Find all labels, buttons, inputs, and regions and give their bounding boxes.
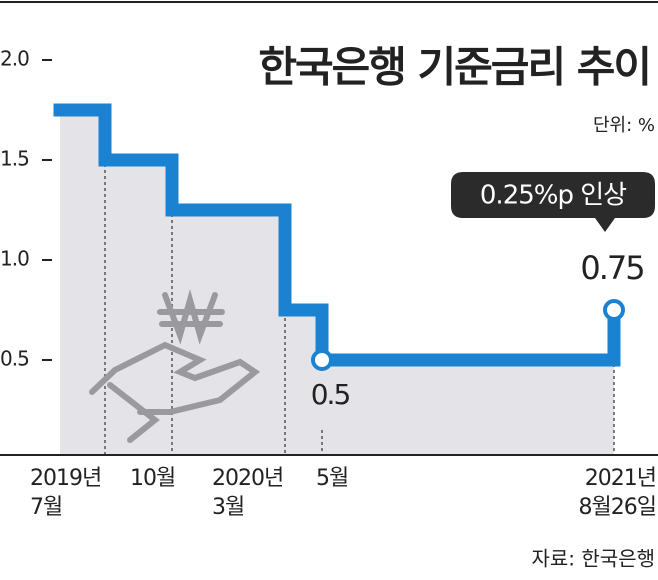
value-label: 0.5 [311,378,350,411]
chart-title: 한국은행 기준금리 추이 [258,43,650,92]
area [322,360,614,455]
y-tick-label: 1.0 [0,247,29,271]
area [172,210,285,455]
won-hand-icon [89,289,261,443]
point [311,349,333,371]
y-tick-label: 2.0 [0,47,29,71]
value-label: 0.75 [580,249,643,287]
x-tick-label: 5월 [316,466,349,491]
x-tick-label: 2020년 3월 [212,466,284,520]
y-tick-label: 0.5 [0,347,29,371]
unit-label: 단위: % [593,115,655,136]
callout-text: 0.25%p 인상 [480,181,626,211]
x-tick-label: 10월 [130,466,176,491]
source: 자료: 한국은행 [532,547,656,571]
area [60,110,105,455]
plot: 2.0 1.5 1.0 0.5 0.5 0.75 [0,47,658,456]
point [603,299,625,321]
callout-box [451,172,655,232]
callout: 0.25%p 인상 [451,172,655,232]
x-tick-label: 2019년 7월 [30,466,102,520]
x-tick-label: 2021년 8월26일 [578,466,657,520]
y-tick-label: 1.5 [0,147,29,171]
